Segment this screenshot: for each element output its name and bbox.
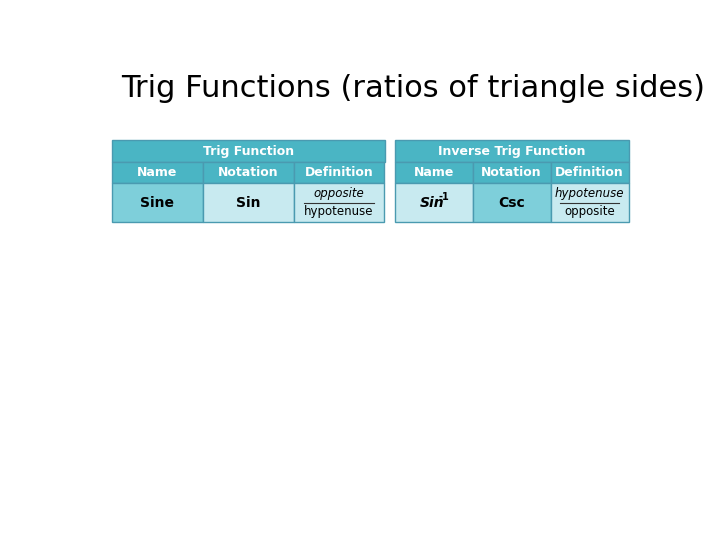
Text: hypotenuse: hypotenuse <box>555 187 624 200</box>
Text: Notation: Notation <box>217 166 279 179</box>
Bar <box>112 140 384 162</box>
Bar <box>294 162 384 184</box>
Bar <box>472 184 551 222</box>
Text: Notation: Notation <box>481 166 542 179</box>
Bar <box>395 162 472 184</box>
Bar <box>202 162 294 184</box>
Text: Trig Function: Trig Function <box>202 145 294 158</box>
Bar <box>551 162 629 184</box>
Text: -1: -1 <box>438 192 449 202</box>
Text: Trig Functions (ratios of triangle sides): Trig Functions (ratios of triangle sides… <box>121 74 705 103</box>
Text: Sin: Sin <box>236 195 261 210</box>
Bar <box>395 140 629 162</box>
Bar <box>551 184 629 222</box>
Text: Sin: Sin <box>420 195 444 210</box>
Text: Csc: Csc <box>498 195 525 210</box>
Text: opposite: opposite <box>314 187 364 200</box>
Text: Definition: Definition <box>555 166 624 179</box>
Bar <box>202 184 294 222</box>
Bar <box>112 184 202 222</box>
Bar <box>395 184 472 222</box>
Text: Inverse Trig Function: Inverse Trig Function <box>438 145 585 158</box>
Bar <box>472 162 551 184</box>
Text: Name: Name <box>137 166 177 179</box>
Text: opposite: opposite <box>564 205 615 218</box>
Bar <box>294 184 384 222</box>
Text: Sine: Sine <box>140 195 174 210</box>
Text: hypotenuse: hypotenuse <box>305 205 374 218</box>
Text: Name: Name <box>413 166 454 179</box>
Bar <box>112 162 202 184</box>
Text: Definition: Definition <box>305 166 374 179</box>
